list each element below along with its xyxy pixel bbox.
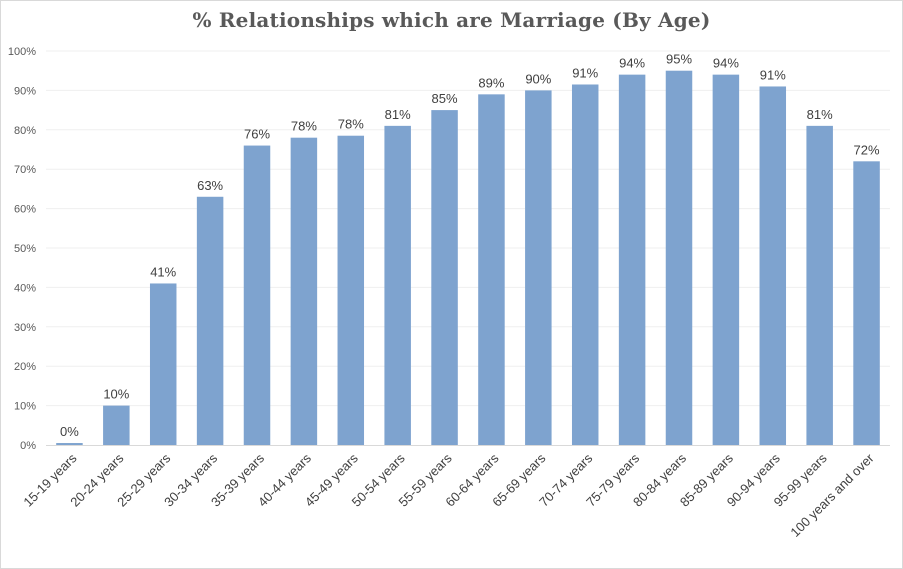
data-label: 41%	[150, 264, 176, 279]
data-label: 90%	[525, 71, 551, 86]
y-tick-label: 20%	[14, 361, 36, 373]
chart-title: % Relationships which are Marriage (By A…	[192, 8, 711, 32]
data-label: 85%	[432, 91, 458, 106]
data-label: 78%	[291, 119, 317, 134]
data-label: 94%	[713, 56, 739, 71]
bar	[149, 283, 177, 445]
bar	[525, 90, 552, 446]
bar	[56, 443, 83, 445]
bar	[290, 137, 318, 445]
data-label: 76%	[244, 127, 270, 142]
y-tick-label: 90%	[14, 85, 36, 97]
y-tick-label: 0%	[20, 440, 36, 452]
data-label: 81%	[385, 107, 411, 122]
y-tick-label: 70%	[14, 164, 36, 176]
data-label: 63%	[197, 178, 223, 193]
data-label: 95%	[666, 52, 692, 67]
bar	[478, 94, 505, 445]
y-tick-label: 80%	[14, 125, 36, 137]
data-label: 89%	[478, 75, 504, 90]
bar	[853, 161, 880, 445]
data-label: 0%	[60, 424, 79, 439]
data-label: 81%	[807, 107, 833, 122]
data-label: 91%	[572, 65, 598, 80]
bar	[665, 70, 693, 445]
bar	[243, 145, 271, 445]
y-tick-label: 60%	[14, 204, 36, 216]
y-tick-label: 40%	[14, 282, 36, 294]
y-tick-label: 50%	[14, 243, 36, 255]
bar	[196, 196, 224, 445]
bar	[337, 135, 365, 445]
bar	[759, 86, 787, 446]
bar	[712, 74, 740, 445]
bar	[618, 74, 646, 445]
bar	[571, 84, 599, 446]
bar	[103, 405, 130, 445]
data-label: 91%	[760, 67, 786, 82]
data-label: 78%	[338, 117, 364, 132]
data-label: 72%	[854, 142, 880, 157]
x-tick-label: 100 years and over	[787, 450, 877, 540]
data-label: 94%	[619, 56, 645, 71]
bar	[384, 125, 411, 446]
bar	[431, 110, 458, 445]
y-tick-label: 10%	[14, 401, 36, 413]
data-label: 10%	[103, 387, 129, 402]
y-tick-label: 100%	[8, 46, 36, 58]
bar	[806, 125, 833, 446]
y-tick-label: 30%	[14, 322, 36, 334]
